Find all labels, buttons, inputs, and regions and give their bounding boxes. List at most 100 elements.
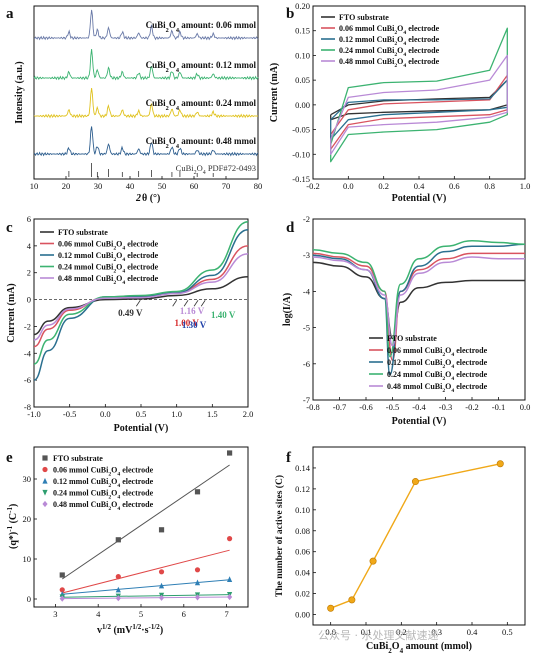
tafel-curve — [312, 239, 526, 358]
scatter-point — [194, 579, 201, 586]
panel-a-xtick-label: 40 — [126, 181, 135, 191]
scatter-point — [158, 582, 165, 589]
panel-e-legend-marker — [42, 477, 48, 484]
onset-arrow — [183, 300, 189, 307]
active-sites-point — [369, 557, 377, 565]
panel-e-legend-label: FTO substrate — [53, 454, 103, 463]
onset-potential-label: 1.40 V — [211, 310, 236, 320]
panel-e-legend-label: 0.24 mmol CuBi2O4 electrode — [53, 489, 154, 501]
panel-b-ytick-label: 0.10 — [295, 50, 310, 60]
panel-d-legend-label: FTO substrate — [387, 334, 437, 343]
onset-arrow — [193, 300, 199, 307]
panel-f-ytick-label: 0.06 — [295, 547, 310, 557]
panel-f-frame — [312, 446, 526, 626]
panel-f-ytick-label: 0.02 — [295, 589, 310, 599]
panel-d-xtick-label: -0.3 — [439, 402, 452, 412]
panel-b-xlabel: Potential (V) — [392, 193, 447, 204]
scatter-point — [226, 450, 233, 456]
panel-c-xtick-label: 1.5 — [207, 409, 218, 419]
panel-d-xtick-label: 0.0 — [520, 402, 531, 412]
panel-e-ytick-label: 0 — [27, 594, 31, 604]
panel-c-xlabel: Potential (V) — [114, 423, 169, 434]
panel-e-legend-marker — [42, 489, 48, 496]
panel-c-ytick-label: -6 — [24, 375, 31, 385]
panel-e-ytick-label: 30 — [23, 474, 32, 484]
panel-b-xtick-label: 0.4 — [414, 181, 425, 191]
panel-f-ytick-label: 0.14 — [295, 463, 311, 473]
panel-label-a: a — [6, 6, 14, 22]
panel-d-ytick-label: -5 — [303, 323, 310, 333]
panel-b-xtick-label: 1.0 — [520, 181, 531, 191]
scatter-point — [115, 574, 121, 580]
panel-d-xtick-label: -0.6 — [359, 402, 372, 412]
scatter-point — [59, 572, 65, 578]
panel-f-xtick-label: 0.3 — [431, 627, 442, 637]
panel-c-legend-label: 0.24 mmol CuBi2O4 electrode — [58, 263, 159, 275]
panel-d-legend-label: 0.06 mmol CuBi2O4 electrode — [387, 346, 488, 358]
panel-e-ylabel: (q*)-1 (C-1) — [6, 504, 19, 549]
panel-a-xlabel: θ (°) — [142, 193, 160, 204]
panel-c-legend-label: 0.06 mmol CuBi2O4 electrode — [58, 240, 159, 252]
panel-c-xtick-label: 0.0 — [100, 409, 111, 419]
panel-e-xtick-label: 7 — [224, 609, 228, 619]
onset-potential-label: 1.30 V — [182, 320, 207, 330]
panel-c-xtick-label: 2.0 — [243, 409, 254, 419]
panel-d-ytick-label: -4 — [303, 286, 311, 296]
panel-d-ytick-label: -7 — [303, 395, 310, 405]
tafel-curve — [312, 252, 525, 361]
panel-c-ytick-label: 0 — [27, 295, 31, 305]
panel-a-xtick-label: 10 — [30, 181, 39, 191]
scatter-point — [59, 595, 65, 602]
panel-d-ytick-label: -6 — [303, 359, 310, 369]
panel-c-xtick-label: 1.0 — [171, 409, 182, 419]
xrd-series-label: CuBi2O4 amount: 0.12 mmol — [146, 60, 257, 74]
xrd-trace — [33, 126, 259, 157]
panel-e-xtick-label: 5 — [139, 609, 143, 619]
xrd-series-label: CuBi2O4 amount: 0.06 mmol — [146, 20, 257, 34]
panel-d-ytick-label: -2 — [303, 214, 310, 224]
panel-b-ytick-label: -0.10 — [292, 149, 310, 159]
scatter-point — [226, 536, 233, 542]
panel-d-legend-label: 0.48 mmol CuBi2O4 electrode — [387, 382, 488, 394]
fit-line — [62, 549, 230, 594]
lsv-curve — [33, 253, 249, 341]
scatter-point — [158, 527, 165, 533]
panel-e-legend-label: 0.06 mmol CuBi2O4 electrode — [53, 466, 154, 478]
panel-c-ytick-label: 2 — [27, 268, 31, 278]
panel-f-ylabel: The number of active sites (C) — [274, 475, 285, 597]
scatter-point — [194, 567, 201, 573]
onset-potential-label: 1.00 V — [174, 318, 199, 328]
xrd-trace — [33, 48, 259, 81]
panel-f-xtick-label: 0.1 — [361, 627, 372, 637]
panel-a-xlabel: 2 — [135, 193, 141, 204]
active-sites-line — [330, 463, 501, 609]
panel-a-frame — [33, 5, 259, 180]
panel-d-legend-label: 0.12 mmol CuBi2O4 electrode — [387, 358, 488, 370]
tafel-curve — [312, 261, 525, 340]
panel-a-xtick-label: 60 — [190, 181, 199, 191]
panel-c-ylabel: Current (mA) — [6, 283, 17, 343]
panel-c-legend-label: 0.48 mmol CuBi2O4 electrode — [58, 274, 159, 286]
panel-a-xtick-label: 70 — [222, 181, 231, 191]
panel-a-xtick-label: 80 — [254, 181, 263, 191]
panel-a-xtick-label: 50 — [158, 181, 167, 191]
panel-c-xtick-label: -1.0 — [27, 409, 40, 419]
panel-e-legend-marker — [42, 455, 48, 461]
cv-loop — [330, 27, 508, 163]
panel-d-ylabel: log(I/A) — [282, 293, 293, 326]
panel-b-xtick-label: 0.2 — [378, 181, 389, 191]
scatter-point — [158, 594, 165, 601]
panel-f-ytick-label: 0.04 — [295, 568, 311, 578]
tafel-curve — [312, 243, 526, 376]
scatter-point — [226, 576, 233, 582]
panel-b-legend-label: 0.06 mmol CuBi2O4 electrode — [339, 24, 440, 36]
scatter-point — [59, 587, 65, 593]
panel-b-legend-label: 0.12 mmol CuBi2O4 electrode — [339, 35, 440, 47]
panel-label-c: c — [6, 220, 13, 236]
lsv-curve — [33, 275, 249, 336]
panel-label-d: d — [286, 220, 295, 236]
xrd-series-label: CuBi2O4 amount: 0.48 mmol — [146, 136, 257, 150]
active-sites-point — [348, 596, 356, 604]
scatter-point — [194, 594, 201, 601]
panel-c-xtick-label: 0.5 — [136, 409, 147, 419]
